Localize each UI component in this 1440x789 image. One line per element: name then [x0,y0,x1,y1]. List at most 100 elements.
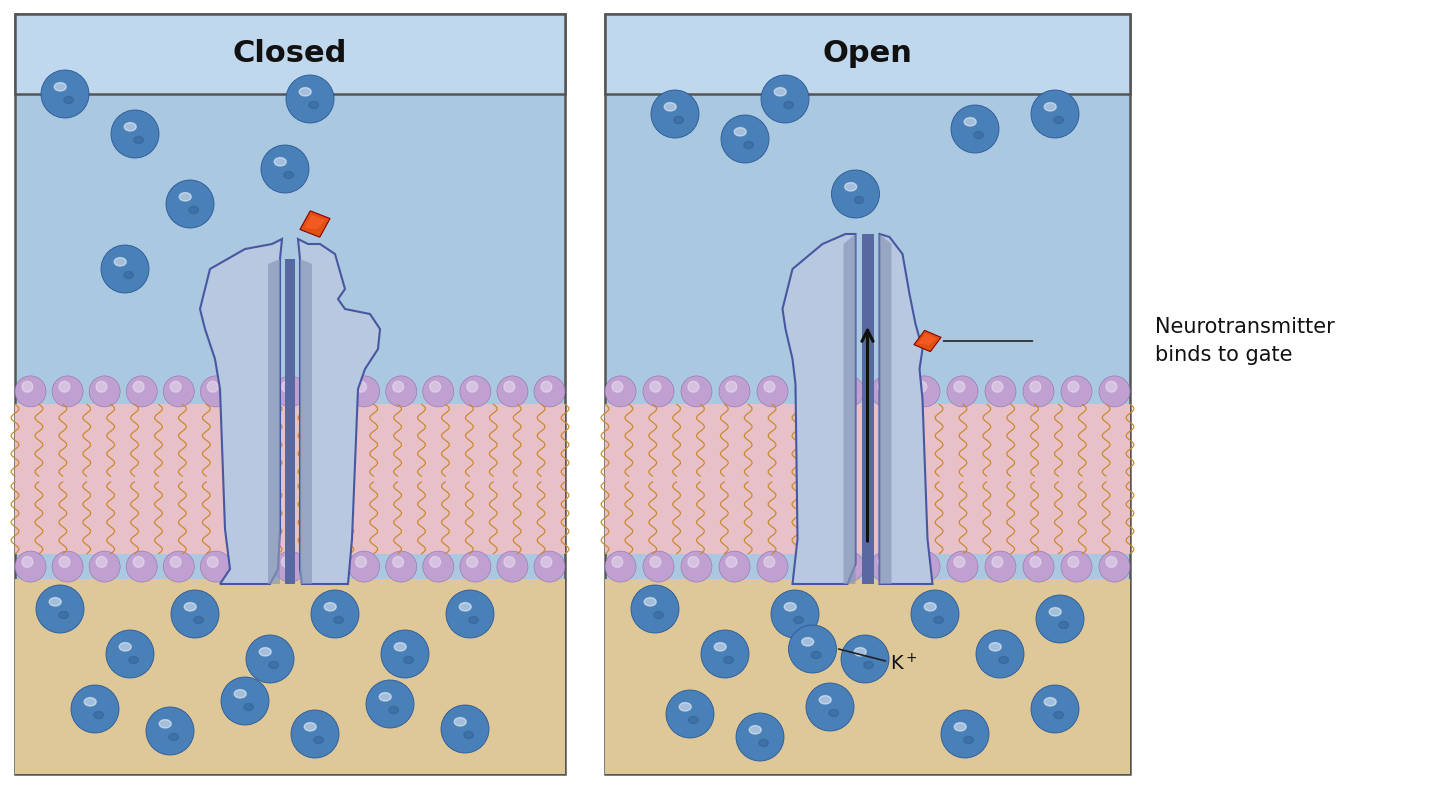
Bar [14,579,564,774]
Circle shape [612,556,624,567]
Circle shape [726,381,737,392]
Polygon shape [919,334,937,346]
Ellipse shape [235,690,246,698]
Circle shape [992,556,1002,567]
Ellipse shape [819,696,831,704]
Ellipse shape [274,158,287,166]
Circle shape [681,376,711,407]
Circle shape [795,551,827,582]
Ellipse shape [965,118,976,126]
Ellipse shape [160,720,171,728]
Polygon shape [298,239,380,584]
Circle shape [291,710,338,758]
Circle shape [166,180,215,228]
Circle shape [356,556,366,567]
Circle shape [446,590,494,638]
Ellipse shape [124,271,134,279]
Circle shape [1035,595,1084,643]
Circle shape [644,551,674,582]
Circle shape [423,376,454,407]
Circle shape [878,381,888,392]
Circle shape [311,590,359,638]
Ellipse shape [334,616,343,623]
Bar [605,14,1130,94]
Ellipse shape [243,704,253,711]
Circle shape [145,707,194,755]
Circle shape [912,590,959,638]
Circle shape [770,590,819,638]
Ellipse shape [749,726,762,734]
Circle shape [953,556,965,567]
Ellipse shape [63,96,73,103]
Circle shape [281,381,292,392]
Circle shape [52,376,84,407]
Circle shape [605,551,636,582]
Ellipse shape [664,103,677,111]
Ellipse shape [59,611,69,619]
Ellipse shape [854,648,867,656]
Circle shape [386,551,416,582]
Ellipse shape [114,257,127,266]
Ellipse shape [811,652,821,659]
Ellipse shape [395,642,406,651]
Circle shape [275,551,305,582]
Ellipse shape [454,718,467,726]
Circle shape [976,630,1024,678]
Ellipse shape [314,736,324,743]
Circle shape [386,376,416,407]
Ellipse shape [674,117,684,124]
Ellipse shape [744,141,753,148]
Ellipse shape [644,597,657,606]
Circle shape [245,556,255,567]
Circle shape [382,630,429,678]
Ellipse shape [194,616,203,623]
Circle shape [1068,381,1079,392]
Circle shape [59,556,71,567]
Circle shape [1030,556,1041,567]
Ellipse shape [179,193,192,201]
Circle shape [96,381,107,392]
Ellipse shape [168,734,179,741]
Circle shape [22,381,33,392]
Text: Open: Open [822,39,913,69]
Circle shape [534,376,564,407]
Circle shape [878,556,888,567]
Circle shape [953,381,965,392]
Circle shape [1106,381,1117,392]
Circle shape [497,551,528,582]
Circle shape [348,551,380,582]
Circle shape [1030,381,1041,392]
Ellipse shape [464,731,474,739]
Circle shape [1061,551,1092,582]
Circle shape [393,556,403,567]
Circle shape [52,551,84,582]
Circle shape [207,556,219,567]
Circle shape [101,245,148,293]
Circle shape [631,585,680,633]
Circle shape [318,381,330,392]
Ellipse shape [734,128,746,136]
Ellipse shape [864,661,874,668]
Circle shape [356,381,366,392]
Ellipse shape [469,616,478,623]
Ellipse shape [854,196,864,204]
Ellipse shape [1054,117,1063,124]
Circle shape [1031,90,1079,138]
Ellipse shape [933,616,943,623]
Bar [14,404,564,554]
Ellipse shape [724,656,733,664]
Polygon shape [880,234,891,584]
Circle shape [871,551,901,582]
Circle shape [111,110,158,158]
Bar [605,14,1130,774]
Circle shape [200,376,232,407]
Circle shape [238,376,268,407]
Circle shape [1068,556,1079,567]
Ellipse shape [845,182,857,191]
Circle shape [170,381,181,392]
Circle shape [467,556,478,567]
Circle shape [200,551,232,582]
Circle shape [765,556,775,567]
Polygon shape [782,234,855,584]
Circle shape [916,556,927,567]
